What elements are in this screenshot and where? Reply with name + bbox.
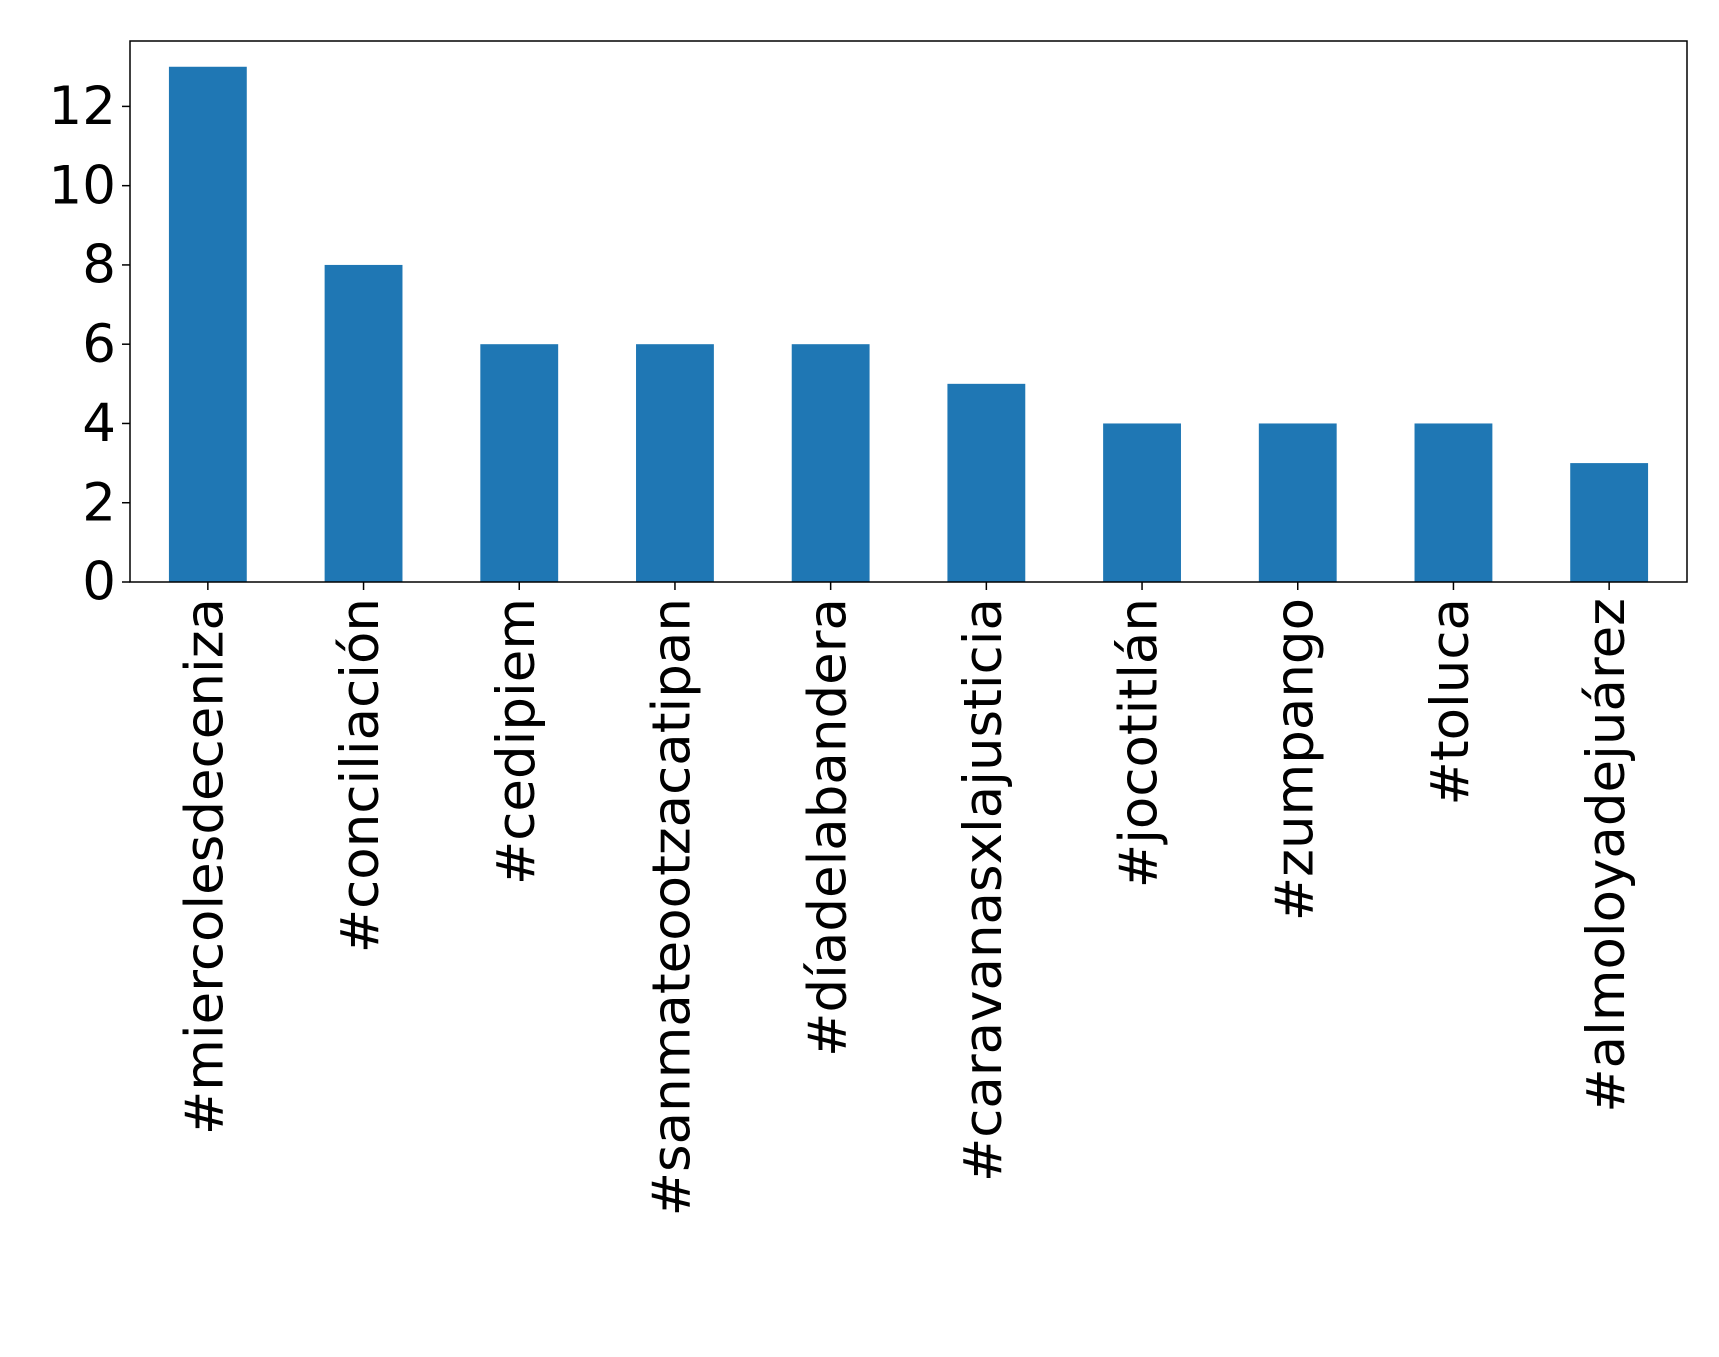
x-tick-label: #conciliación — [330, 598, 391, 953]
x-tick-label: #zumpango — [1264, 598, 1325, 921]
bar — [480, 344, 559, 582]
y-tick-label: 10 — [49, 155, 116, 216]
y-tick-label: 0 — [82, 552, 116, 613]
bar — [947, 383, 1026, 582]
bar — [1103, 423, 1181, 582]
x-tick-label: #miercolesdeceniza — [174, 598, 235, 1135]
bar — [1414, 423, 1493, 582]
y-tick-label: 12 — [49, 76, 116, 137]
x-tick-label: #díadelabandera — [797, 598, 858, 1057]
x-tick-label: #almoloyadejuárez — [1576, 598, 1637, 1113]
bar — [636, 344, 714, 582]
bar — [1258, 423, 1337, 582]
bar — [1570, 463, 1649, 582]
y-tick-label: 4 — [82, 393, 116, 454]
bar — [168, 66, 247, 582]
x-tick-label: #sanmateootzacatipan — [642, 598, 703, 1216]
y-tick-label: 2 — [82, 472, 116, 533]
y-tick-label: 6 — [82, 314, 116, 375]
y-tick-label: 8 — [82, 235, 116, 296]
plot-frame — [129, 40, 1688, 583]
bar — [791, 344, 870, 582]
x-tick-label: #cedipiem — [486, 598, 547, 885]
x-tick-label: #jocotitlán — [1109, 598, 1170, 888]
bar — [324, 264, 403, 582]
x-tick-label: #toluca — [1420, 598, 1481, 806]
x-tick-label: #caravanasxlajusticia — [953, 598, 1014, 1182]
